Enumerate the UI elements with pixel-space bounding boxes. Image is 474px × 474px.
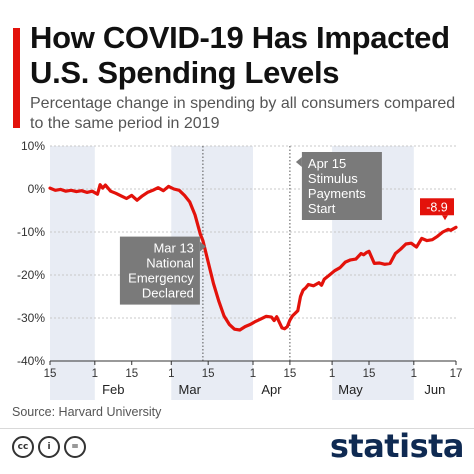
x-tick-label: 1 <box>168 368 174 380</box>
x-tick-label: 1 <box>92 368 98 380</box>
footer-divider <box>0 428 474 429</box>
annotation-pointer <box>199 241 206 252</box>
annotation-text: Payments <box>308 186 366 201</box>
x-tick-label: 1 <box>329 368 335 380</box>
annotation-box <box>119 236 200 305</box>
month-band <box>50 146 95 400</box>
statista-logo[interactable]: statista <box>329 427 465 465</box>
month-label: May <box>338 382 363 397</box>
end-value-box <box>420 198 454 216</box>
month-label: Feb <box>102 382 124 397</box>
x-tick-label: 15 <box>284 368 297 380</box>
end-value-pointer <box>442 215 448 221</box>
license-icons: cc i = <box>12 436 86 458</box>
chart-subtitle: Percentage change in spending by all con… <box>30 95 456 132</box>
annotation-box <box>301 152 382 220</box>
annotation-pointer <box>295 157 302 167</box>
y-tick-label: 0% <box>28 182 46 196</box>
x-tick-label: 1 <box>411 368 417 380</box>
y-tick-label: -10% <box>17 225 45 239</box>
spending-series-line <box>48 183 458 332</box>
chart-title: How COVID-19 Has Impacted U.S. Spending … <box>30 20 450 90</box>
annotation-text: Start <box>308 201 336 216</box>
x-tick-label: 15 <box>202 368 215 380</box>
title-accent-bar <box>13 28 20 128</box>
annotation-text: National <box>146 256 194 271</box>
annotation-text: Apr 15 <box>308 156 346 171</box>
x-tick-label: 15 <box>44 368 57 380</box>
source-note: Source: Harvard University <box>12 405 162 419</box>
x-tick-label: 1 <box>250 368 256 380</box>
annotation-text: Emergency <box>128 271 194 286</box>
y-tick-label: -40% <box>17 354 45 368</box>
end-value-label: -8.9 <box>426 200 448 214</box>
cc-icon[interactable]: cc <box>12 436 34 458</box>
month-label: Apr <box>261 382 282 397</box>
annotation-text: Declared <box>142 286 194 301</box>
month-label: Jun <box>424 382 445 397</box>
x-tick-label: 17 <box>450 368 463 380</box>
month-label: Mar <box>179 382 202 397</box>
x-tick-label: 15 <box>363 368 376 380</box>
annotation-text: Mar 13 <box>153 241 193 256</box>
y-tick-label: -30% <box>17 311 45 325</box>
nd-icon[interactable]: = <box>64 436 86 458</box>
y-tick-label: 10% <box>21 139 45 153</box>
y-tick-label: -20% <box>17 268 45 282</box>
annotation-text: Stimulus <box>308 171 358 186</box>
x-tick-label: 15 <box>125 368 138 380</box>
by-icon[interactable]: i <box>38 436 60 458</box>
